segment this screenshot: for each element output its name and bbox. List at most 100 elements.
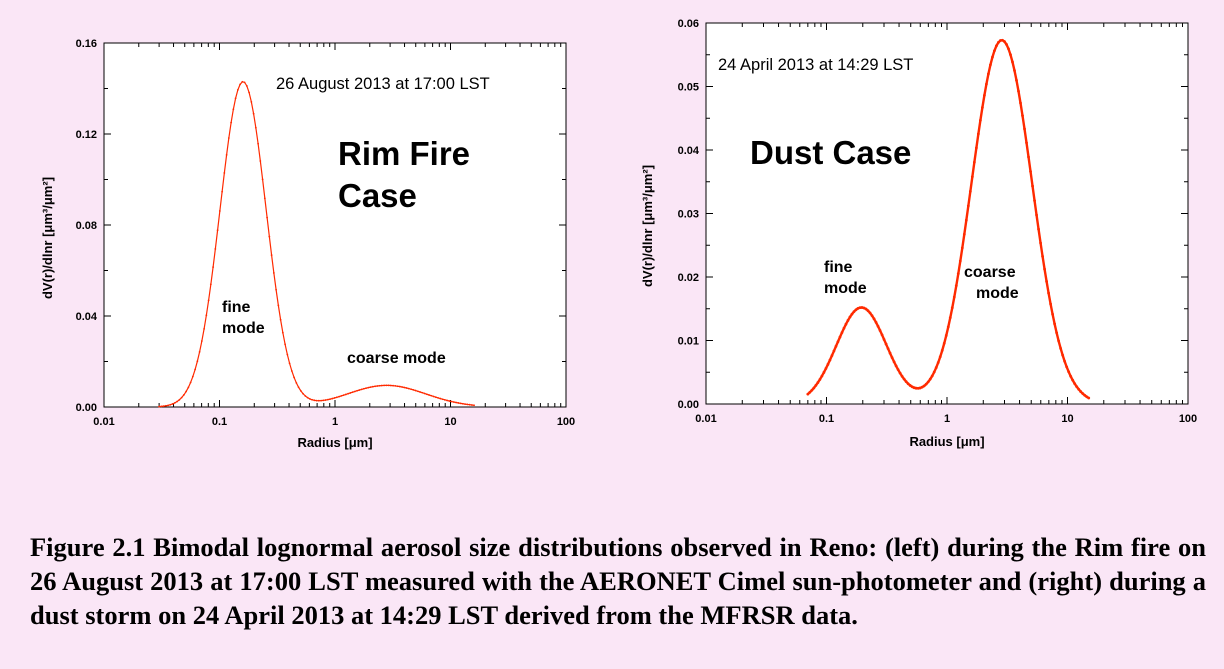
data-point — [306, 396, 309, 399]
data-point — [389, 384, 392, 387]
data-point — [428, 394, 430, 396]
x-tick-labels: 0.01 0.1 1 10 100 — [695, 413, 1197, 425]
y-tick-label: 0.04 — [678, 145, 700, 157]
data-point — [311, 398, 313, 401]
data-point — [944, 334, 948, 337]
data-point — [1055, 331, 1059, 335]
data-point — [972, 160, 976, 164]
x-tick-label: 0.01 — [695, 413, 716, 425]
data-point — [848, 315, 852, 319]
data-point — [960, 246, 964, 250]
data-point — [958, 259, 962, 263]
y-tick-label: 0.05 — [678, 82, 699, 94]
data-point — [902, 377, 906, 381]
data-point — [401, 386, 403, 388]
data-point — [1025, 141, 1028, 145]
data-point — [864, 307, 868, 311]
data-point — [1069, 374, 1073, 378]
data-point — [1033, 199, 1036, 203]
data-point — [371, 385, 374, 388]
data-point — [808, 390, 812, 394]
data-point — [441, 398, 444, 401]
data-point — [295, 381, 298, 384]
data-point — [1073, 382, 1077, 386]
data-point — [1049, 302, 1052, 306]
data-point — [178, 398, 181, 401]
y-tick-label: 0.02 — [678, 272, 699, 284]
data-point — [293, 376, 295, 379]
data-point — [234, 97, 237, 100]
data-point — [414, 389, 417, 392]
data-point — [1027, 155, 1030, 159]
data-point — [1047, 291, 1050, 295]
data-point — [806, 392, 810, 396]
data-point — [993, 49, 996, 53]
x-axis-label: Radius [μm] — [909, 434, 984, 449]
data-point — [470, 404, 473, 406]
data-point — [908, 384, 912, 387]
x-tick-label: 0.1 — [819, 413, 834, 425]
data-point — [890, 356, 894, 360]
data-point — [216, 229, 219, 232]
data-point — [894, 364, 898, 368]
data-point — [347, 392, 349, 395]
data-point — [313, 399, 316, 402]
data-point — [946, 325, 950, 329]
data-point — [437, 396, 439, 399]
data-point — [277, 304, 280, 307]
data-point — [369, 386, 372, 389]
x-tick-label: 0.1 — [212, 416, 227, 428]
data-point — [446, 399, 448, 402]
y-tick-label: 0.12 — [76, 129, 97, 141]
data-point — [324, 399, 327, 401]
data-point — [900, 374, 904, 378]
y-tick-label: 0.00 — [678, 399, 699, 411]
data-point — [934, 366, 938, 369]
data-point — [412, 388, 415, 391]
data-point — [209, 283, 212, 286]
data-point — [980, 106, 984, 109]
x-tick-label: 100 — [557, 416, 575, 428]
plot-frame — [705, 22, 1189, 405]
data-point — [1005, 42, 1008, 46]
data-point — [191, 375, 194, 378]
data-point — [380, 384, 383, 387]
data-point — [182, 394, 185, 396]
data-point — [164, 404, 167, 407]
data-point — [1029, 170, 1032, 173]
data-point — [331, 397, 334, 400]
data-point — [450, 400, 453, 403]
data-point — [1057, 339, 1061, 343]
y-tick-labels: 0.00 0.04 0.08 0.12 0.16 — [76, 38, 98, 414]
data-point — [995, 44, 998, 48]
data-point — [383, 384, 385, 387]
chart-rim-fire: 0.00 0.04 0.08 0.12 0.16 0.01 0.1 1 10 1… — [40, 38, 575, 450]
data-point — [162, 405, 165, 408]
data-point — [455, 401, 457, 404]
y-tick-label: 0.00 — [76, 402, 97, 414]
data-point — [452, 401, 455, 403]
data-point — [243, 81, 246, 84]
data-point — [836, 340, 840, 344]
data-point — [419, 391, 421, 393]
data-point — [167, 404, 170, 407]
data-point — [189, 381, 192, 384]
date-annotation: 26 August 2013 at 17:00 LST — [276, 75, 490, 93]
data-point — [858, 306, 862, 310]
data-point — [385, 384, 388, 387]
data-point — [214, 248, 217, 250]
data-point — [398, 385, 401, 388]
data-point — [464, 403, 466, 405]
data-point — [952, 295, 956, 299]
data-point — [898, 371, 902, 375]
data-point — [407, 387, 410, 390]
data-point — [297, 386, 300, 389]
data-point — [317, 399, 320, 402]
data-point — [257, 142, 259, 145]
data-point — [173, 401, 176, 404]
data-point — [854, 308, 858, 312]
data-point — [430, 394, 433, 397]
coarse-mode-label: coarse mode — [347, 350, 446, 367]
y-axis-label: dV(r)/dlnr [μm³/μm²] — [640, 165, 655, 287]
data-point — [232, 108, 235, 111]
